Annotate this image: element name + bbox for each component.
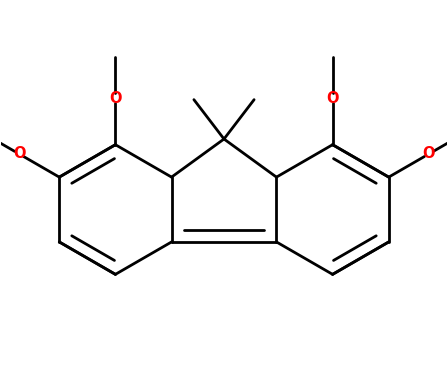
Text: O: O [422,147,435,162]
Text: O: O [13,147,26,162]
Text: O: O [326,91,339,106]
Text: O: O [109,91,122,106]
